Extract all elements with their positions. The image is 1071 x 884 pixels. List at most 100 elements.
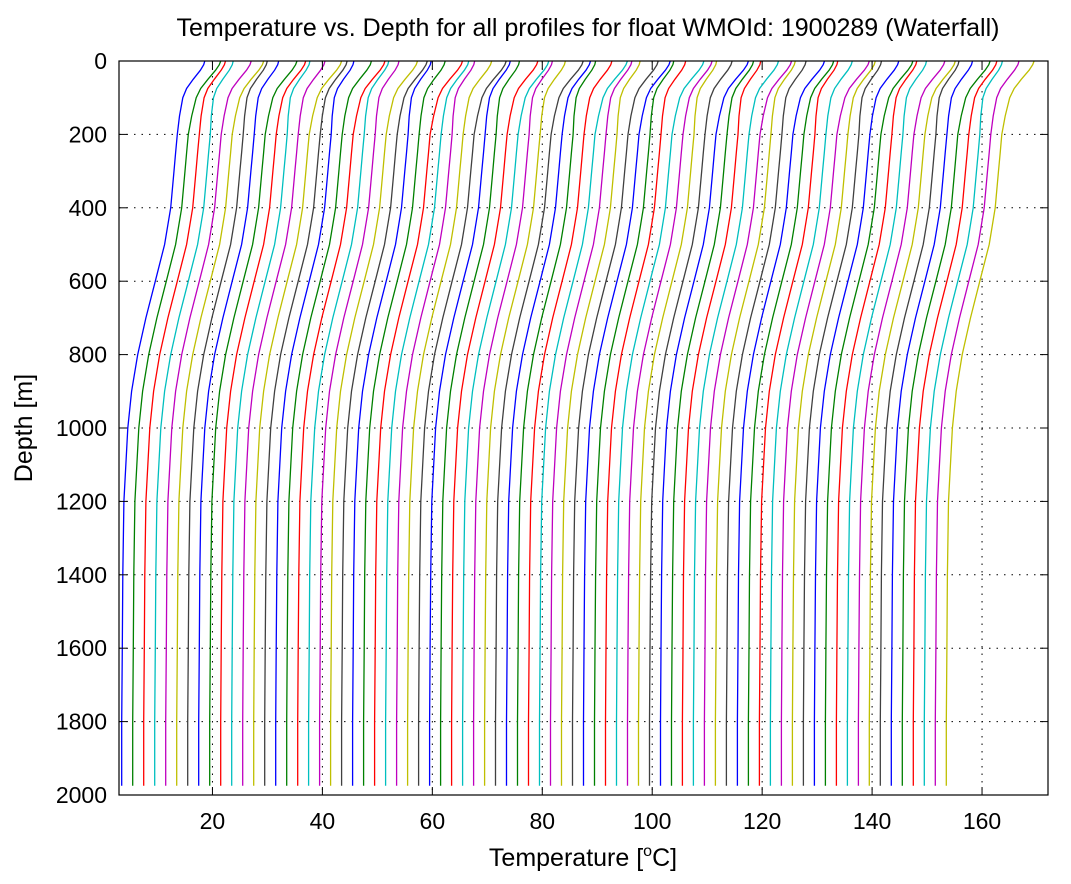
profile-line	[264, 60, 348, 786]
profile-line	[681, 60, 762, 786]
profile-line	[143, 60, 227, 786]
profile-line	[659, 60, 750, 786]
y-tick-label: 200	[69, 121, 107, 147]
y-tick-label: 1400	[56, 562, 107, 588]
profile-line	[846, 60, 928, 786]
profile-line	[890, 60, 974, 786]
profile-line	[813, 60, 900, 786]
y-tick-label: 1600	[56, 635, 107, 661]
x-tick-label: 60	[420, 808, 446, 834]
profile-line	[857, 60, 946, 786]
y-tick-label: 1000	[56, 415, 107, 441]
chart-title: Temperature vs. Depth for all profiles f…	[176, 14, 999, 42]
profile-lines	[121, 60, 1035, 786]
profile-line	[703, 60, 793, 786]
profile-line	[242, 60, 326, 786]
profile-line	[461, 60, 550, 786]
profile-line	[945, 60, 1035, 786]
profile-line	[791, 60, 876, 786]
profile-line	[406, 60, 493, 786]
x-tick-label: 80	[529, 808, 555, 834]
profile-line	[835, 60, 918, 786]
profile-line	[868, 60, 956, 786]
profile-line	[769, 60, 853, 786]
profile-line	[901, 60, 991, 786]
profile-line	[527, 60, 613, 786]
profile-line	[198, 60, 280, 786]
profile-line	[231, 60, 311, 786]
axis-ticks	[119, 60, 1048, 796]
profile-line	[362, 60, 446, 786]
profile-line	[297, 60, 386, 786]
y-tick-labels: 0 200 400 600 800 1000 1200 1400 1600 1800 2000	[56, 48, 107, 808]
profile-line	[275, 60, 355, 786]
profile-line	[714, 60, 796, 786]
profile-line	[637, 60, 718, 786]
profile-line	[494, 60, 584, 786]
profile-line	[648, 60, 733, 786]
profile-line	[384, 60, 470, 786]
y-tick-label: 1200	[56, 488, 107, 514]
x-tick-label: 20	[200, 808, 226, 834]
profile-line	[165, 60, 252, 786]
profile-line	[395, 60, 476, 786]
profile-line	[736, 60, 826, 786]
x-tick-label: 100	[633, 808, 671, 834]
profile-line	[428, 60, 511, 786]
profile-line	[615, 60, 705, 786]
profile-line	[516, 60, 597, 786]
profile-line	[626, 60, 713, 786]
profile-line	[571, 60, 659, 786]
profile-line	[253, 60, 343, 786]
y-tick-label: 1800	[56, 709, 107, 735]
x-tick-label: 120	[743, 808, 781, 834]
profile-line	[209, 60, 298, 786]
profile-line	[824, 60, 914, 786]
y-axis-label: Depth [m]	[10, 374, 38, 482]
profile-line	[604, 60, 687, 786]
x-tick-labels: 20 40 60 80 100 120 140 160	[200, 808, 1002, 834]
profile-line	[187, 60, 268, 786]
profile-line	[879, 60, 960, 786]
profile-line	[912, 60, 998, 786]
profile-line	[505, 60, 592, 786]
profile-line	[725, 60, 807, 786]
profile-line	[758, 60, 839, 786]
x-tick-label: 140	[853, 808, 891, 834]
x-axis-label-suffix: C]	[652, 844, 677, 872]
profile-line	[154, 60, 234, 786]
profile-line	[780, 60, 870, 786]
profile-line	[417, 60, 507, 786]
y-tick-label: 600	[69, 268, 107, 294]
profile-line	[538, 60, 629, 786]
profile-line	[121, 60, 206, 786]
profile-line	[329, 60, 419, 786]
y-tick-label: 2000	[56, 782, 107, 808]
x-axis-label-prefix: Temperature [	[489, 844, 643, 872]
profile-line	[593, 60, 675, 786]
profile-line	[670, 60, 755, 786]
profile-line	[132, 60, 222, 786]
profile-line	[450, 60, 539, 786]
profile-line	[923, 60, 1004, 786]
profile-line	[560, 60, 641, 786]
x-tick-label: 40	[310, 808, 336, 834]
profile-line	[692, 60, 780, 786]
profile-line	[747, 60, 835, 786]
profile-line	[220, 60, 307, 786]
profile-line	[340, 60, 428, 786]
profile-line	[549, 60, 633, 786]
profile-line	[934, 60, 1020, 786]
profile-line	[802, 60, 883, 786]
y-tick-label: 400	[69, 195, 107, 221]
profile-line	[439, 60, 521, 786]
x-axis-label-superscript: o	[643, 843, 652, 860]
y-tick-label: 800	[69, 342, 107, 368]
profile-line	[351, 60, 432, 786]
profile-line	[472, 60, 554, 786]
profile-line	[176, 60, 265, 786]
y-tick-label: 0	[94, 48, 107, 74]
